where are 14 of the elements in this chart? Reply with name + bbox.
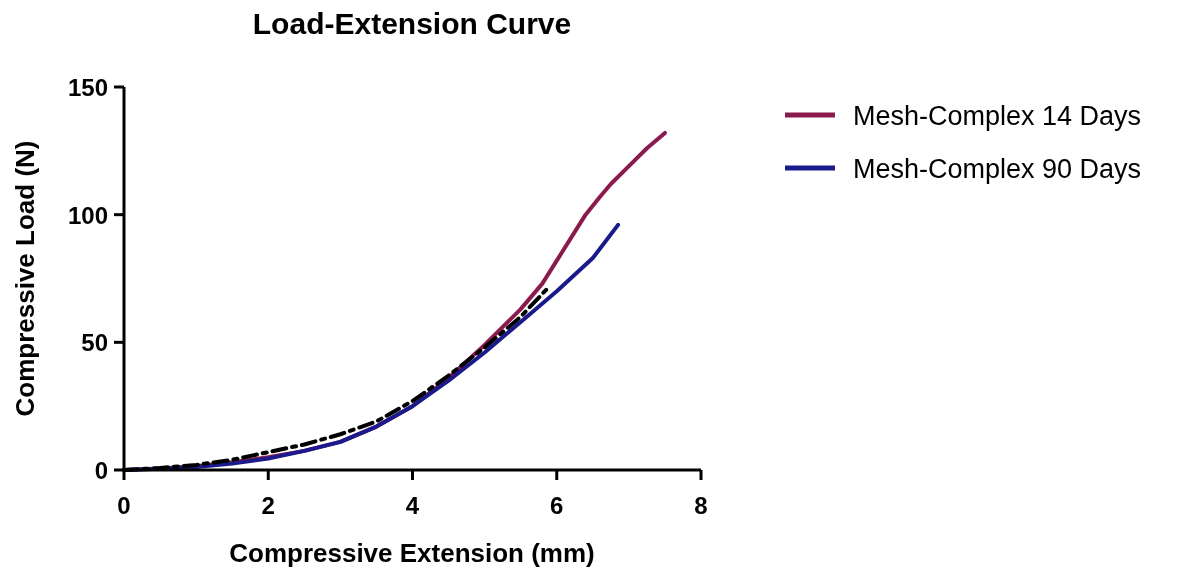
y-tick-label: 50 [81, 329, 108, 357]
x-axis-title: Compressive Extension (mm) [229, 538, 595, 568]
y-axis-title: Compressive Load (N) [10, 140, 40, 417]
legend-label: Mesh-Complex 14 Days [853, 101, 1142, 131]
x-tick-label: 0 [117, 492, 131, 519]
x-tick-label: 6 [550, 492, 564, 519]
y-tick-label: 0 [94, 457, 108, 484]
x-tick-label: 4 [405, 492, 420, 519]
legend-label: Mesh-Complex 90 Days [853, 154, 1142, 184]
chart-title: Load-Extension Curve [252, 7, 572, 40]
y-tick-label: 100 [67, 201, 108, 229]
x-tick-label: 2 [261, 492, 275, 519]
y-tick-label: 150 [67, 74, 108, 101]
x-tick-label: 8 [694, 492, 708, 519]
